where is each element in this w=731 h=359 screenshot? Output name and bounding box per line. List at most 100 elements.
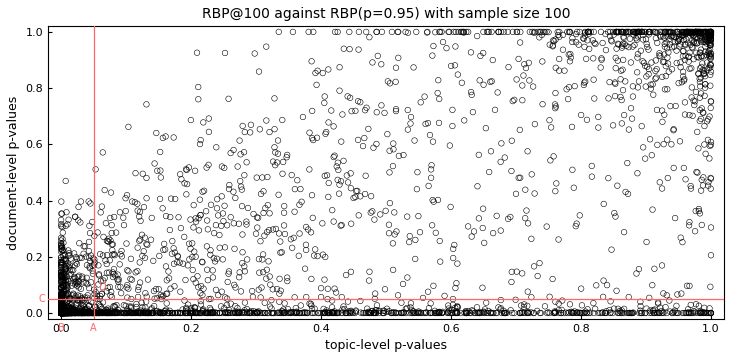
Point — [56, 310, 67, 316]
Point — [612, 183, 624, 188]
Point — [64, 273, 76, 279]
Point — [82, 310, 94, 316]
Point — [56, 310, 67, 316]
Point — [408, 308, 420, 314]
Point — [544, 42, 556, 47]
Point — [56, 306, 67, 312]
Point — [56, 280, 67, 285]
Point — [88, 310, 99, 316]
Point — [618, 35, 629, 41]
Point — [56, 308, 67, 313]
Point — [234, 270, 246, 275]
Point — [63, 308, 75, 313]
Point — [686, 65, 697, 71]
Point — [193, 215, 205, 221]
Point — [56, 310, 67, 316]
Point — [628, 29, 640, 35]
Point — [568, 185, 580, 191]
Point — [170, 310, 181, 316]
Point — [697, 310, 709, 316]
Point — [121, 267, 133, 273]
Point — [56, 304, 67, 310]
Point — [59, 310, 71, 316]
Point — [450, 280, 462, 286]
Point — [56, 310, 67, 316]
Point — [91, 296, 103, 302]
Point — [521, 303, 533, 309]
Point — [56, 309, 67, 314]
Point — [56, 272, 67, 278]
Point — [56, 310, 67, 316]
Point — [610, 214, 621, 219]
Point — [690, 29, 702, 35]
Point — [56, 310, 67, 316]
Point — [186, 310, 198, 316]
Point — [477, 285, 488, 290]
Point — [547, 43, 558, 49]
Point — [56, 310, 67, 316]
Point — [66, 306, 77, 311]
Point — [648, 310, 660, 316]
Point — [517, 97, 529, 103]
Point — [58, 310, 69, 316]
Point — [209, 309, 221, 315]
Point — [238, 264, 250, 269]
Point — [56, 310, 67, 316]
Point — [56, 310, 67, 316]
Point — [89, 304, 101, 310]
Point — [589, 306, 601, 312]
Point — [604, 307, 616, 313]
Point — [56, 300, 67, 306]
Point — [338, 304, 349, 309]
Point — [677, 33, 689, 38]
Point — [654, 29, 666, 35]
Point — [610, 81, 621, 87]
Point — [58, 304, 70, 310]
Point — [705, 42, 717, 48]
Point — [56, 310, 67, 316]
Point — [613, 29, 624, 35]
Point — [103, 310, 115, 316]
Point — [68, 310, 80, 316]
Point — [692, 29, 703, 35]
Point — [327, 123, 339, 129]
Point — [58, 310, 69, 316]
Point — [658, 29, 670, 35]
Point — [478, 309, 490, 315]
Point — [56, 308, 67, 314]
Point — [83, 310, 95, 316]
Point — [132, 208, 143, 214]
Point — [56, 302, 67, 308]
Point — [80, 310, 92, 316]
Point — [58, 310, 69, 316]
Point — [666, 310, 678, 316]
Point — [292, 177, 303, 183]
Point — [181, 310, 193, 316]
Point — [201, 218, 213, 223]
Point — [544, 310, 556, 316]
Point — [56, 310, 67, 316]
Point — [477, 50, 489, 56]
Point — [95, 210, 107, 215]
Point — [57, 310, 69, 316]
Point — [654, 310, 665, 316]
Point — [60, 310, 72, 316]
Point — [371, 29, 382, 35]
Point — [666, 44, 678, 50]
Point — [56, 310, 68, 316]
Point — [643, 29, 654, 35]
Point — [522, 148, 534, 154]
Point — [703, 29, 715, 35]
Point — [101, 261, 113, 267]
Point — [56, 310, 67, 316]
Point — [56, 292, 68, 298]
Point — [126, 296, 137, 302]
Point — [56, 310, 68, 316]
Point — [195, 310, 207, 316]
Point — [56, 310, 67, 316]
Point — [700, 44, 711, 50]
Point — [687, 113, 699, 119]
Point — [643, 29, 655, 35]
Point — [58, 310, 70, 316]
Point — [107, 274, 118, 280]
